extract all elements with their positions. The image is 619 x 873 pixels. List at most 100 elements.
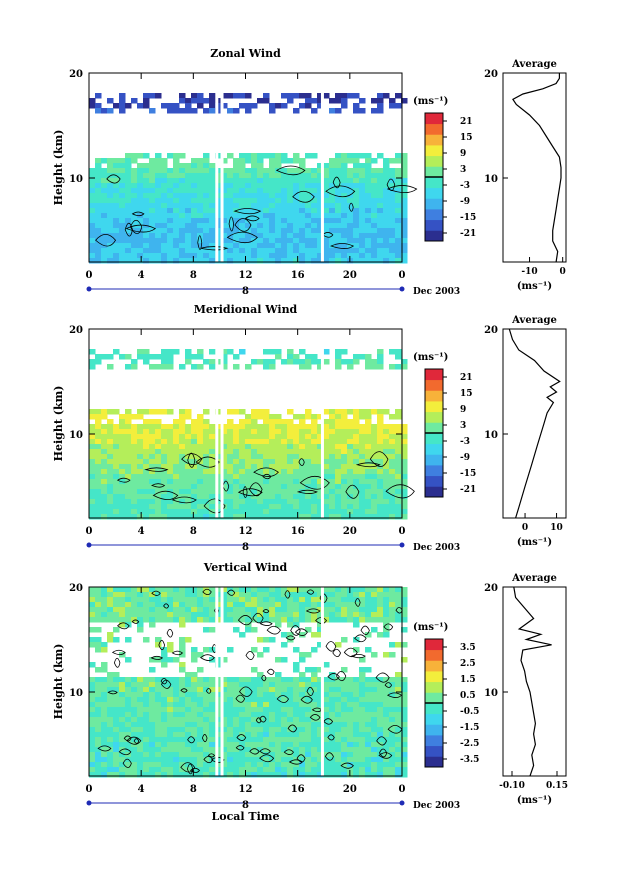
heatmap-cell xyxy=(395,747,402,753)
heatmap-cell xyxy=(359,504,366,510)
heatmap-cell xyxy=(377,484,384,490)
heatmap-cell xyxy=(203,717,210,723)
heatmap-cell xyxy=(131,747,138,753)
heatmap-cell xyxy=(323,607,330,613)
heatmap-cell xyxy=(305,93,312,99)
heatmap-cell xyxy=(365,757,372,763)
heatmap-cell xyxy=(299,484,306,490)
heatmap-cell xyxy=(395,434,402,440)
heatmap-cell xyxy=(335,198,342,204)
heatmap-cell xyxy=(335,697,342,703)
heatmap-cell xyxy=(359,449,366,455)
heatmap-cell xyxy=(203,474,210,480)
heatmap-cell xyxy=(281,218,288,224)
heatmap-cell xyxy=(353,153,360,159)
heatmap-cell xyxy=(131,592,138,598)
heatmap-cell xyxy=(293,258,300,264)
contour-line xyxy=(222,480,230,492)
heatmap-cell xyxy=(287,158,294,164)
heatmap-cell xyxy=(377,597,384,603)
heatmap-cell xyxy=(359,444,366,450)
heatmap-cell xyxy=(167,108,174,114)
heatmap-cell xyxy=(353,504,360,510)
heatmap-cell xyxy=(269,489,276,495)
heatmap-cell xyxy=(167,717,174,723)
heatmap-cell xyxy=(251,717,258,723)
heatmap-cell xyxy=(323,732,330,738)
heatmap-cell xyxy=(137,717,144,723)
heatmap-cell xyxy=(335,218,342,224)
heatmap-cell xyxy=(335,454,342,460)
heatmap-cell xyxy=(173,168,180,174)
heatmap-cell xyxy=(347,238,354,244)
heatmap-cell xyxy=(101,178,108,184)
heatmap-cell xyxy=(287,484,294,490)
heatmap-cell xyxy=(209,439,216,445)
heatmap-cell xyxy=(251,702,258,708)
colorbar-swatch xyxy=(425,639,443,651)
heatmap-cell xyxy=(311,203,318,209)
heatmap-cell xyxy=(305,103,312,109)
heatmap-cell xyxy=(401,153,408,159)
heatmap-cell xyxy=(275,459,282,465)
heatmap-cell xyxy=(239,752,246,758)
heatmap-cell xyxy=(137,439,144,445)
heatmap-cell xyxy=(107,499,114,505)
heatmap-cell xyxy=(269,742,276,748)
heatmap-cell xyxy=(383,449,390,455)
heatmap-cell xyxy=(275,434,282,440)
heatmap-cell xyxy=(155,188,162,194)
heatmap-cell xyxy=(161,612,168,618)
heatmap-cell xyxy=(161,464,168,470)
heatmap-cell xyxy=(239,208,246,214)
heatmap-cell xyxy=(203,238,210,244)
heatmap-cell xyxy=(119,622,126,628)
heatmap-cell xyxy=(209,767,216,773)
heatmap-cell xyxy=(89,203,96,209)
heatmap-cell xyxy=(329,253,336,259)
heatmap-cell xyxy=(281,243,288,249)
heatmap-cell xyxy=(161,697,168,703)
heatmap-cell xyxy=(365,228,372,234)
heatmap-cell xyxy=(401,617,408,623)
heatmap-cell xyxy=(329,697,336,703)
heatmap-cell xyxy=(275,707,282,713)
heatmap-cell xyxy=(401,707,408,713)
heatmap-cell xyxy=(227,193,234,199)
heatmap-cell xyxy=(185,692,192,698)
average-title: Average xyxy=(511,315,557,326)
heatmap-cell xyxy=(299,238,306,244)
heatmap-cell xyxy=(143,233,150,239)
heatmap-cell xyxy=(263,248,270,254)
heatmap-cell xyxy=(347,469,354,475)
heatmap-cell xyxy=(305,409,312,415)
heatmap-cell xyxy=(179,712,186,718)
heatmap-cell xyxy=(305,429,312,435)
heatmap-cell xyxy=(173,712,180,718)
heatmap-cell xyxy=(335,158,342,164)
heatmap-cell xyxy=(383,772,390,778)
heatmap-cell xyxy=(281,168,288,174)
heatmap-cell xyxy=(317,173,324,179)
heatmap-cell xyxy=(113,439,120,445)
heatmap-cell xyxy=(335,682,342,688)
heatmap-cell xyxy=(359,667,366,673)
heatmap-cell xyxy=(245,178,252,184)
heatmap-cell xyxy=(395,188,402,194)
heatmap-cell xyxy=(395,414,402,420)
heatmap-cell xyxy=(185,223,192,229)
y-axis-label: Height (km) xyxy=(52,386,65,462)
heatmap-cell xyxy=(257,469,264,475)
contour-line xyxy=(325,641,337,652)
heatmap-cell xyxy=(185,762,192,768)
heatmap-cell xyxy=(305,208,312,214)
heatmap-cell xyxy=(131,469,138,475)
heatmap-cell xyxy=(143,198,150,204)
heatmap-cell xyxy=(89,757,96,763)
heatmap-cell xyxy=(95,248,102,254)
heatmap-cell xyxy=(125,153,132,159)
date-label: Dec 2003 xyxy=(413,801,460,811)
heatmap-cell xyxy=(233,697,240,703)
heatmap-cell xyxy=(377,592,384,598)
heatmap-cell xyxy=(227,647,234,653)
